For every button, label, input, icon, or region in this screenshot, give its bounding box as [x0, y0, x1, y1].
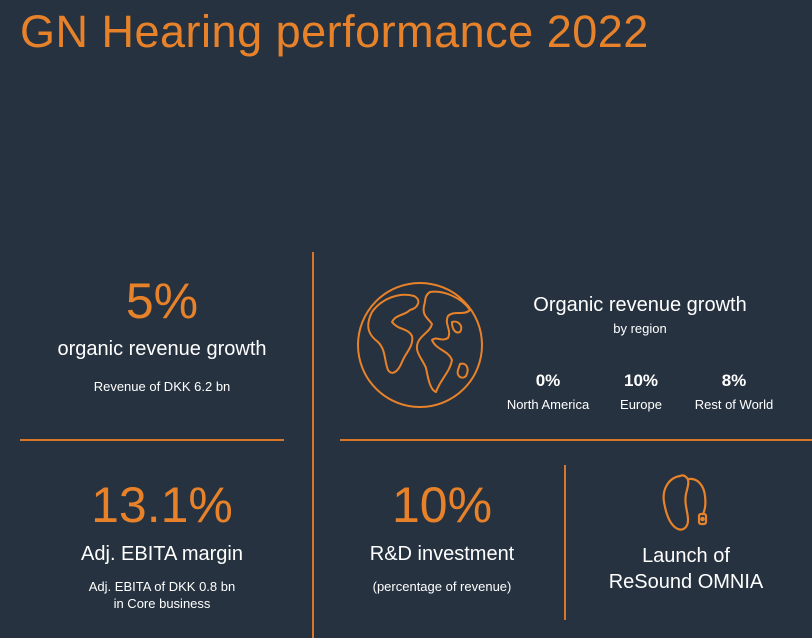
- hearing-aid-icon: [662, 474, 708, 531]
- region-value-europe: 10%: [623, 371, 659, 390]
- vertical-divider-right: [564, 465, 566, 620]
- region-name-europe: Europe: [620, 397, 662, 412]
- launch-line1: Launch of: [642, 545, 730, 567]
- launch-line2: ReSound OMNIA: [608, 571, 764, 593]
- organic-growth-sub: Revenue of DKK 6.2 bn: [93, 379, 231, 394]
- rnd-label: R&D investment: [369, 543, 515, 565]
- vertical-divider-main: [312, 252, 314, 638]
- page-title: GN Hearing performance 2022: [20, 6, 649, 57]
- regional-title: Organic revenue growth: [533, 294, 747, 316]
- region-value-rest-of-world: 8%: [721, 371, 747, 390]
- horizontal-divider-right: [340, 439, 812, 441]
- rnd-sub: (percentage of revenue): [372, 579, 512, 594]
- organic-growth-value: 5%: [125, 273, 199, 329]
- ebita-sub-line2: in Core business: [113, 596, 211, 611]
- ebita-sub-line1: Adj. EBITA of DKK 0.8 bn: [88, 579, 236, 594]
- ebita-value: 13.1%: [91, 477, 233, 533]
- region-name-rest-of-world: Rest of World: [694, 397, 774, 412]
- ebita-label: Adj. EBITA margin: [81, 543, 243, 565]
- regional-subtitle: by region: [613, 321, 667, 336]
- region-name-north-america: North America: [506, 397, 590, 412]
- organic-growth-label: organic revenue growth: [57, 338, 267, 360]
- horizontal-divider-left: [20, 439, 284, 441]
- region-value-north-america: 0%: [535, 371, 561, 390]
- globe-icon: [357, 282, 483, 408]
- rnd-value: 10%: [391, 477, 493, 533]
